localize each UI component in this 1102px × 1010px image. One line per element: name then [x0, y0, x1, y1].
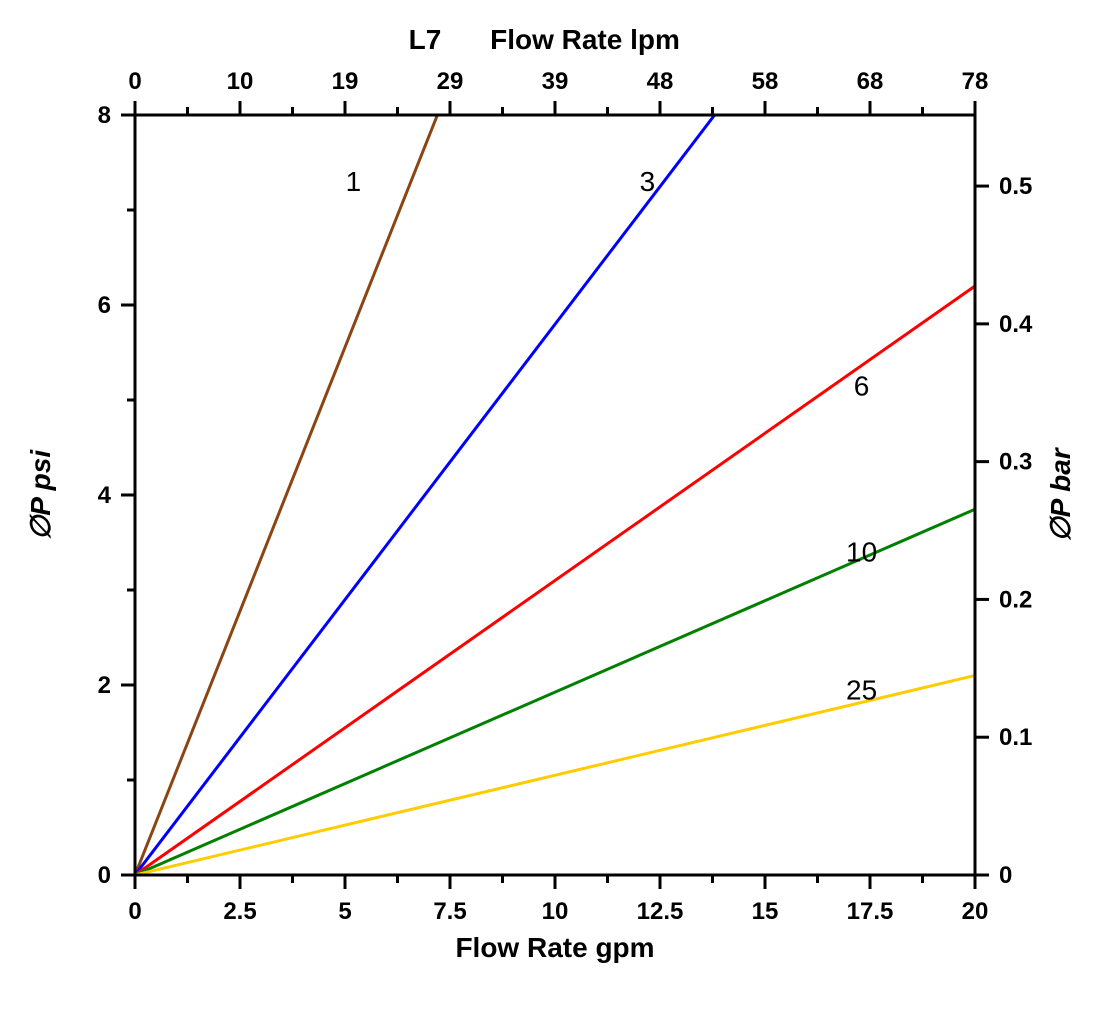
left-axis-title: ∅P psi	[25, 449, 56, 540]
flow-rate-chart: 02.557.51012.51517.520Flow Rate gpm01019…	[0, 0, 1102, 1010]
right-tick-label: 0.3	[999, 449, 1032, 476]
top-tick-label: 39	[542, 68, 569, 95]
bottom-tick-label: 7.5	[433, 898, 466, 925]
bottom-tick-label: 20	[962, 898, 989, 925]
bottom-tick-label: 5	[338, 898, 351, 925]
bottom-tick-label: 10	[542, 898, 569, 925]
series-label-3: 3	[640, 166, 656, 197]
right-tick-label: 0.1	[999, 724, 1032, 751]
top-tick-label: 10	[227, 68, 254, 95]
top-model-label: L7	[409, 24, 442, 55]
right-tick-label: 0.4	[999, 311, 1033, 338]
right-axis-title: ∅P bar	[1045, 446, 1076, 541]
top-tick-label: 19	[332, 68, 359, 95]
left-tick-label: 0	[98, 862, 111, 889]
series-label-1: 1	[346, 166, 362, 197]
right-tick-label: 0.2	[999, 586, 1032, 613]
series-label-10: 10	[846, 537, 877, 568]
chart-svg: 02.557.51012.51517.520Flow Rate gpm01019…	[0, 0, 1102, 1010]
series-label-6: 6	[854, 370, 870, 401]
left-tick-label: 6	[98, 292, 111, 319]
top-tick-label: 78	[962, 68, 989, 95]
left-tick-label: 8	[98, 102, 111, 129]
bottom-tick-label: 0	[128, 898, 141, 925]
top-tick-label: 29	[437, 68, 464, 95]
right-tick-label: 0	[999, 862, 1012, 889]
top-tick-label: 68	[857, 68, 884, 95]
top-tick-label: 0	[128, 68, 141, 95]
right-tick-label: 0.5	[999, 173, 1032, 200]
series-label-25: 25	[846, 674, 877, 705]
bottom-tick-label: 2.5	[223, 898, 256, 925]
top-axis-title: Flow Rate lpm	[490, 24, 680, 55]
bottom-tick-label: 15	[752, 898, 779, 925]
bottom-tick-label: 12.5	[637, 898, 684, 925]
left-tick-label: 4	[98, 482, 112, 509]
top-tick-label: 48	[647, 68, 674, 95]
left-tick-label: 2	[98, 672, 111, 699]
bottom-tick-label: 17.5	[847, 898, 894, 925]
top-tick-label: 58	[752, 68, 779, 95]
bottom-axis-title: Flow Rate gpm	[455, 932, 654, 963]
